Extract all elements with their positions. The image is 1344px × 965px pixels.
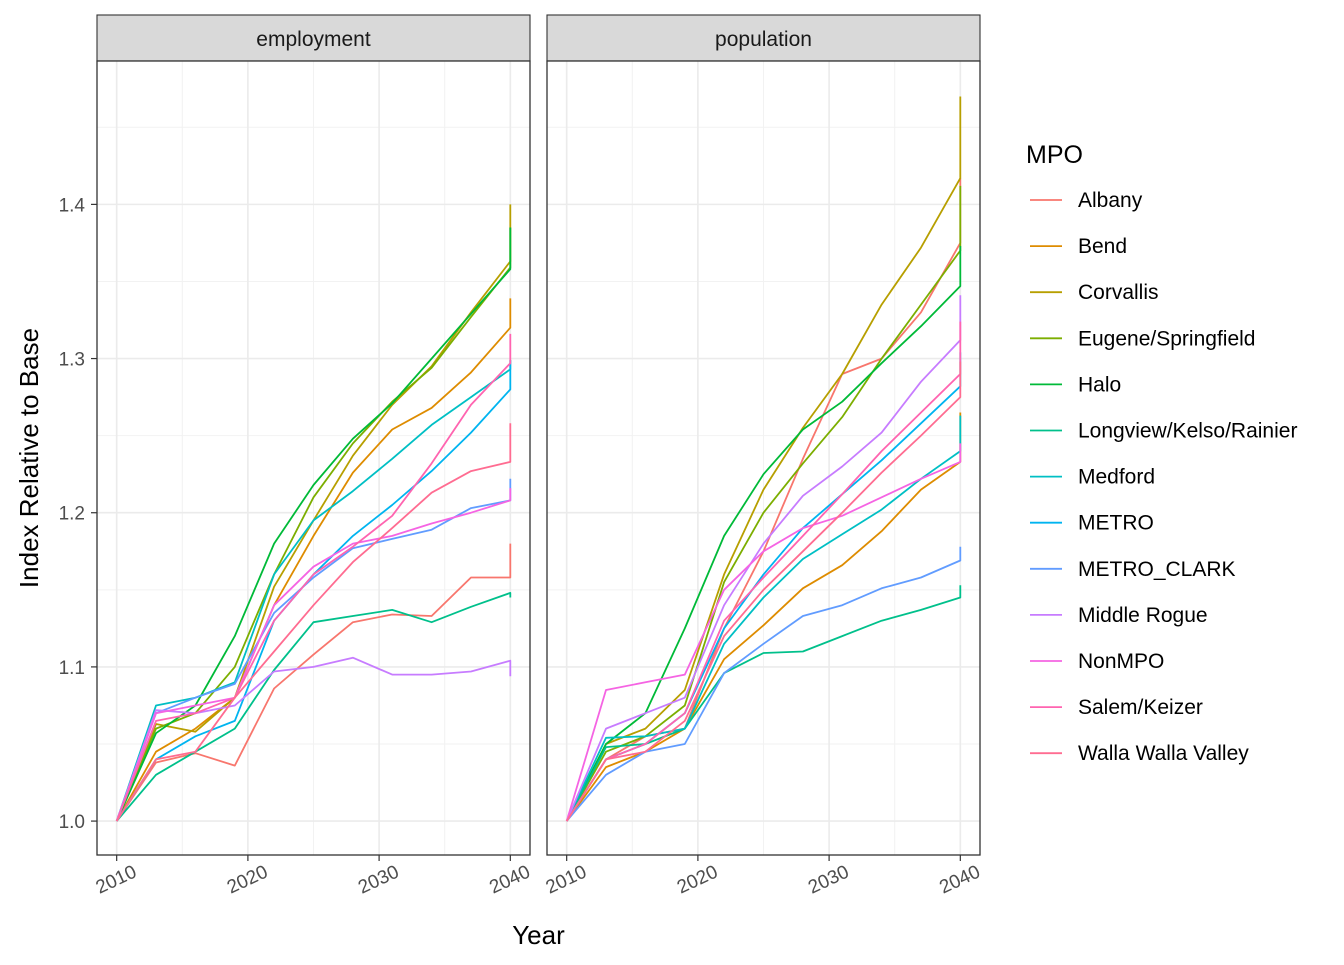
- series-line-longview-kelso-rainier: [116, 592, 512, 822]
- series-line-corvallis: [565, 96, 962, 822]
- legend-label: Medford: [1078, 466, 1155, 489]
- legend-label: METRO_CLARK: [1078, 558, 1236, 581]
- x-tick-label: 2040: [936, 862, 983, 899]
- panel-border: [96, 60, 531, 856]
- legend: MPO Albany Bend Corvallis Eugene/Springfield…: [1026, 141, 1297, 765]
- facet-panel-employment: employment 2010 2020 2030 2040 1.0 1.1 1.2 1.3 1.…: [59, 14, 534, 899]
- y-tick-label: 1.0: [59, 812, 85, 833]
- y-tick-label: 1.4: [59, 195, 86, 216]
- legend-label: Middle Rogue: [1078, 604, 1208, 627]
- legend-label: Longview/Kelso/Rainier: [1078, 420, 1297, 443]
- series-line-longview-kelso-rainier: [565, 585, 962, 822]
- legend-label: Albany: [1078, 189, 1143, 212]
- facet-strip-label: employment: [256, 28, 371, 51]
- legend-label: NonMPO: [1078, 650, 1164, 673]
- y-axis-title: Index Relative to Base: [14, 328, 44, 588]
- series-line-walla-walla-valley: [115, 423, 512, 822]
- x-tick-label: 2030: [355, 862, 402, 899]
- facet-strip-label: population: [715, 28, 812, 51]
- panel-border: [546, 60, 981, 856]
- series-line-albany: [565, 178, 962, 822]
- legend-label: Eugene/Springfield: [1078, 327, 1255, 350]
- legend-label: Bend: [1078, 235, 1127, 258]
- series-line-salem-keizer: [115, 333, 512, 822]
- series-line-eugene-springfield: [565, 185, 962, 822]
- x-tick-label: 2010: [543, 862, 590, 899]
- series-line-salem-keizer: [565, 321, 962, 822]
- y-tick-label: 1.1: [59, 658, 85, 679]
- x-tick-label: 2010: [93, 862, 140, 899]
- series-line-bend: [115, 298, 512, 822]
- facet-panel-population: population 2010 2020 2030 2040: [543, 14, 984, 899]
- series-line-middle-rogue: [115, 656, 512, 822]
- series-line-medford: [115, 360, 512, 822]
- series-line-halo: [115, 227, 512, 822]
- x-tick-label: 2030: [805, 862, 852, 899]
- series-line-halo: [565, 246, 962, 822]
- series-line-metro-clark: [115, 478, 512, 822]
- x-tick-label: 2040: [486, 862, 533, 899]
- series-line-bend: [565, 412, 962, 822]
- x-tick-label: 2020: [674, 862, 721, 899]
- series-line-walla-walla-valley: [565, 361, 962, 822]
- series-line-nonmpo: [565, 443, 962, 822]
- legend-label: Walla Walla Valley: [1078, 742, 1249, 765]
- legend-label: METRO: [1078, 512, 1154, 535]
- y-tick-label: 1.3: [59, 350, 85, 371]
- y-tick-label: 1.2: [59, 504, 85, 525]
- facet-strip: [546, 14, 981, 62]
- series-line-middle-rogue: [565, 295, 962, 822]
- series-line-eugene-springfield: [115, 227, 512, 822]
- series-line-metro-clark: [566, 546, 962, 822]
- series-line-medford: [565, 415, 962, 822]
- series-line-nonmpo: [115, 488, 512, 822]
- series-line-corvallis: [115, 204, 512, 822]
- legend-title: MPO: [1026, 141, 1083, 169]
- legend-label: Salem/Keizer: [1078, 696, 1203, 719]
- x-tick-label: 2020: [224, 862, 271, 899]
- legend-label: Corvallis: [1078, 281, 1159, 304]
- facet-strip: [96, 14, 531, 62]
- x-axis-title: Year: [512, 920, 565, 950]
- legend-label: Halo: [1078, 373, 1121, 396]
